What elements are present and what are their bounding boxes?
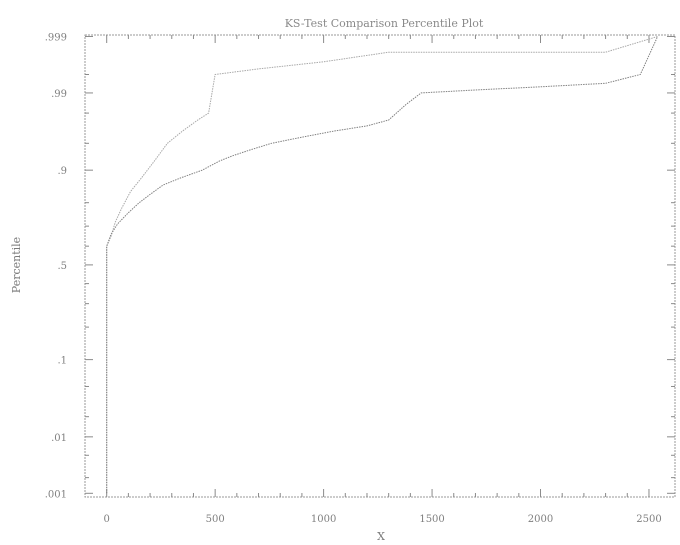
y-tick-label: .1 [57,356,67,367]
data-series [106,36,659,494]
x-axis-label: X [377,530,385,543]
x-tick-label: 500 [206,514,225,525]
plot-frame [84,34,676,498]
y-tick-label: .999 [45,32,67,43]
y-tick-label: .001 [45,489,67,500]
x-tick-label: 1000 [311,514,336,525]
y-axis-label: Percentile [10,237,23,293]
y-tick-label: .99 [51,89,67,100]
y-tick-label: .5 [57,261,67,272]
chart-title: KS-Test Comparison Percentile Plot [285,17,484,30]
y-tick-label: .01 [51,433,67,444]
x-tick-label: 0 [104,514,110,525]
series-line-1 [106,36,658,494]
x-tick-label: 2500 [636,514,661,525]
y-tick-label: .9 [57,166,67,177]
x-tick-label: 1500 [419,514,444,525]
axis-ticks: 0 500 1000 1500 2000 2500 .001 .01 .1 .5 .9 .99 .999 [45,32,675,525]
series-line-2 [106,36,659,494]
x-tick-label: 2000 [528,514,553,525]
